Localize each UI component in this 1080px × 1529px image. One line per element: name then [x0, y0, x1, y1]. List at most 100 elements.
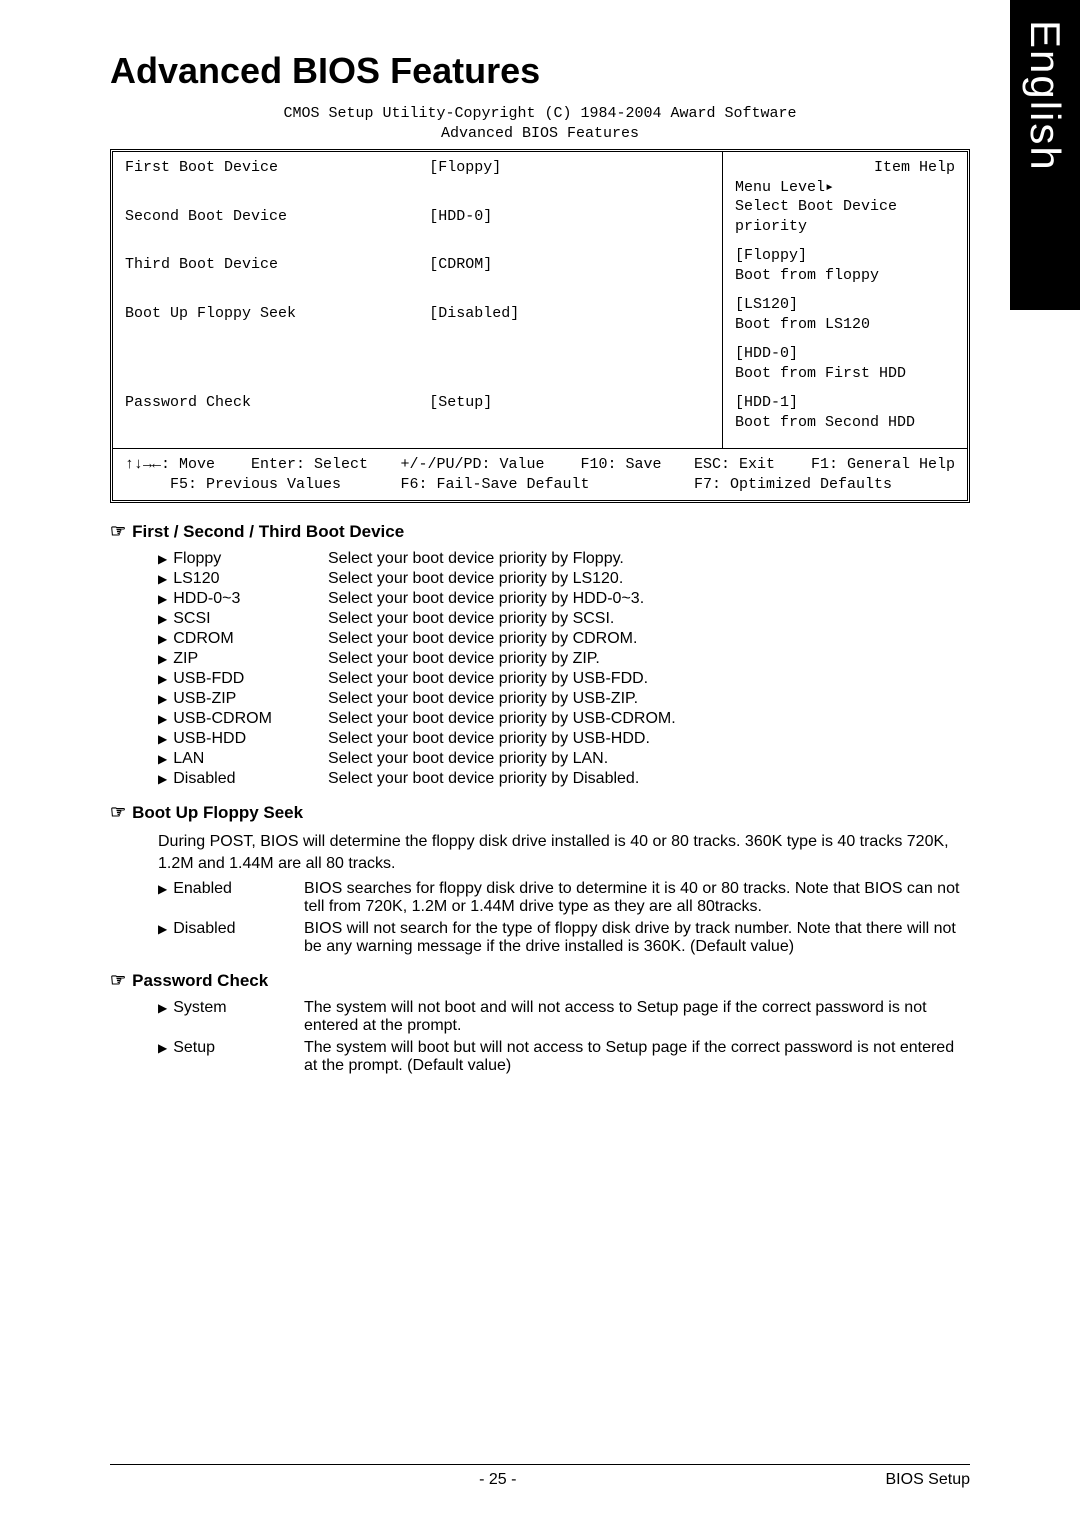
section1-title: First / Second / Third Boot Device	[132, 522, 404, 542]
bios-footer-text: F5: Previous Values	[125, 476, 341, 493]
option-key: ▶ Disabled	[158, 770, 328, 788]
option-desc: BIOS will not search for the type of flo…	[304, 920, 970, 956]
triangle-icon: ▶	[158, 692, 167, 706]
triangle-icon: ▶	[158, 752, 167, 766]
triangle-icon: ▶	[158, 592, 167, 606]
option-desc: Select your boot device priority by CDRO…	[328, 630, 970, 648]
help-option-desc: Boot from floppy	[735, 266, 955, 286]
section2-title: Boot Up Floppy Seek	[132, 803, 303, 823]
option-key: ▶CDROM	[158, 630, 328, 648]
option-key: ▶ USB-ZIP	[158, 690, 328, 708]
option-desc: Select your boot device priority by USB-…	[328, 710, 970, 728]
option-name: ZIP	[173, 650, 198, 668]
help-option-key: [HDD-1]	[735, 393, 955, 413]
option-key: ▶ Setup	[158, 1039, 298, 1075]
pointer-icon: ☞	[110, 802, 126, 823]
side-language-text: English	[1021, 20, 1069, 172]
option-desc: BIOS searches for floppy disk drive to d…	[304, 880, 970, 916]
option-key: ▶LAN	[158, 750, 328, 768]
triangle-icon: ▶	[158, 882, 167, 896]
setting-value[interactable]: [Disabled]	[429, 304, 710, 353]
bios-footer-col2: +/-/PU/PD: Value F10: Save F6: Fail-Save…	[400, 455, 661, 494]
option-name: USB-ZIP	[173, 690, 236, 708]
option-row: ▶SCSISelect your boot device priority by…	[158, 610, 970, 628]
option-row: ▶DisabledBIOS will not search for the ty…	[158, 920, 970, 956]
option-name: Enabled	[173, 880, 232, 898]
option-row: ▶ Enabled BIOS searches for floppy disk dr…	[158, 880, 970, 916]
setting-label: First Boot Device	[125, 158, 429, 207]
bios-footer-text: F7: Optimized Defaults	[694, 476, 892, 493]
bios-footer: ↑↓→←: Move Enter: Select F5: Previous Va…	[113, 449, 967, 500]
page-content: Advanced BIOS Features CMOS Setup Utilit…	[0, 0, 1080, 1075]
setting-value[interactable]: [CDROM]	[429, 255, 710, 304]
option-row: ▶ Floppy Select your boot device priority …	[158, 550, 970, 568]
bios-footer-text: F6: Fail-Save Default	[400, 476, 589, 493]
section3-options: ▶SystemThe system will not boot and will…	[110, 999, 970, 1075]
page-number: - 25 -	[479, 1471, 516, 1489]
option-name: USB-HDD	[173, 730, 246, 748]
setting-value[interactable]: [HDD-0]	[429, 207, 710, 256]
triangle-icon: ▶	[158, 552, 167, 566]
option-key: ▶Disabled	[158, 920, 298, 956]
option-key: ▶ System	[158, 999, 298, 1035]
option-name: HDD-0~3	[173, 590, 240, 608]
option-row: ▶SystemThe system will not boot and will…	[158, 999, 970, 1035]
help-menu-level: Menu Level▸	[735, 178, 955, 198]
option-row: ▶USB-ZIPSelect your boot device priority…	[158, 690, 970, 708]
triangle-icon: ▶	[158, 632, 167, 646]
option-desc: Select your boot device priority by USB-…	[328, 730, 970, 748]
triangle-icon: ▶	[158, 1001, 167, 1015]
option-desc: Select your boot device priority by LS12…	[328, 570, 970, 588]
option-row: ▶ Setup The system will boot but will not …	[158, 1039, 970, 1075]
option-key: ▶ USB-CDROM	[158, 710, 328, 728]
help-title: Item Help	[735, 158, 955, 178]
section2-paragraph: During POST, BIOS will determine the flo…	[158, 831, 970, 874]
option-row: ▶ Disabled Select your boot device priorit…	[158, 770, 970, 788]
option-row: ▶LANSelect your boot device priority by …	[158, 750, 970, 768]
setting-value[interactable]: [Setup]	[429, 393, 710, 442]
help-menu-level-group: Menu Level▸ Select Boot Device priority	[735, 178, 955, 237]
section3-heading: ☞ Password Check	[110, 970, 970, 991]
option-desc: Select your boot device priority by Flop…	[328, 550, 970, 568]
page-footer: - 25 - BIOS Setup	[110, 1464, 970, 1489]
footer-section: BIOS Setup	[886, 1471, 971, 1489]
bios-box: First Boot Device [Floppy] Second Boot D…	[110, 149, 970, 503]
triangle-icon: ▶	[158, 672, 167, 686]
setting-label: Password Check	[125, 393, 429, 442]
bios-header-line2: Advanced BIOS Features	[110, 124, 970, 144]
triangle-icon: ▶	[158, 772, 167, 786]
help-option-key: [LS120]	[735, 295, 955, 315]
bios-settings: First Boot Device [Floppy] Second Boot D…	[113, 152, 722, 448]
option-desc: Select your boot device priority by USB-…	[328, 670, 970, 688]
triangle-icon: ▶	[158, 572, 167, 586]
spacer	[125, 352, 710, 364]
triangle-icon: ▶	[158, 612, 167, 626]
bios-footer-text: ESC: Exit F1: General Help	[694, 456, 955, 473]
option-name: Setup	[173, 1039, 215, 1057]
bios-footer-text: +/-/PU/PD: Value F10: Save	[400, 456, 661, 473]
help-option: [LS120] Boot from LS120	[735, 295, 955, 334]
option-name: Floppy	[173, 550, 221, 568]
bios-footer-col1: ↑↓→←: Move Enter: Select F5: Previous Va…	[125, 455, 368, 494]
option-key: ▶ Floppy	[158, 550, 328, 568]
setting-value[interactable]: [Floppy]	[429, 158, 710, 207]
bios-top: First Boot Device [Floppy] Second Boot D…	[113, 152, 967, 449]
help-option-desc: Boot from LS120	[735, 315, 955, 335]
option-desc: The system will boot but will not access…	[304, 1039, 970, 1075]
pointer-icon: ☞	[110, 521, 126, 542]
help-option-desc: Boot from Second HDD	[735, 413, 955, 433]
option-desc: Select your boot device priority by Disa…	[328, 770, 970, 788]
option-key: ▶ HDD-0~3	[158, 590, 328, 608]
option-desc: Select your boot device priority by HDD-…	[328, 590, 970, 608]
option-name: Disabled	[173, 920, 235, 938]
section1-options: ▶ Floppy Select your boot device priority …	[158, 550, 970, 788]
setting-label: Boot Up Floppy Seek	[125, 304, 429, 353]
triangle-icon: ▶	[158, 712, 167, 726]
help-option-key: [Floppy]	[735, 246, 955, 266]
option-name: Disabled	[173, 770, 235, 788]
option-row: ▶USB-HDDSelect your boot device priority…	[158, 730, 970, 748]
triangle-icon: ▶	[158, 1041, 167, 1055]
pointer-icon: ☞	[110, 970, 126, 991]
option-name: USB-CDROM	[173, 710, 272, 728]
option-name: System	[173, 999, 226, 1017]
